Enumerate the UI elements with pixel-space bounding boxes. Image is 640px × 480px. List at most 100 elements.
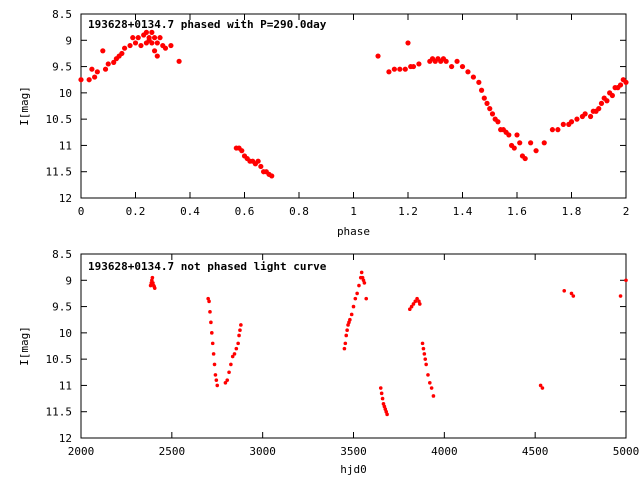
data-point	[207, 299, 211, 304]
data-point	[210, 341, 215, 346]
data-point	[239, 323, 243, 327]
y-tick-label: 12	[59, 432, 72, 445]
data-point	[229, 362, 233, 367]
data-point	[157, 35, 163, 41]
y-tick-label: 8.5	[52, 8, 72, 21]
plot-frame	[80, 253, 627, 439]
data-point	[422, 352, 427, 356]
data-point	[211, 352, 216, 356]
data-point	[484, 100, 490, 106]
data-point	[230, 354, 235, 359]
data-point	[344, 333, 349, 338]
data-point	[415, 296, 419, 301]
data-point	[408, 307, 412, 312]
x-tick-label: 0	[78, 205, 85, 218]
data-point	[465, 69, 471, 75]
data-point	[92, 74, 98, 80]
y-tick-label: 11	[59, 139, 72, 152]
data-point	[604, 98, 610, 104]
data-point	[345, 328, 349, 333]
data-point	[454, 58, 460, 64]
data-point	[495, 119, 501, 125]
data-point	[420, 341, 425, 346]
data-point	[209, 320, 213, 325]
data-point	[238, 328, 242, 333]
y-tick-label: 10.5	[46, 113, 73, 126]
data-point	[562, 289, 567, 293]
data-point	[351, 304, 356, 309]
data-point	[215, 383, 220, 388]
data-point	[162, 45, 169, 51]
y-tick-label: 11	[59, 379, 72, 392]
data-point	[150, 275, 155, 280]
data-point	[239, 148, 245, 154]
data-point	[481, 95, 487, 101]
data-point	[269, 173, 275, 179]
x-tick-label: 4000	[431, 445, 458, 458]
data-point	[132, 40, 139, 46]
data-point	[568, 119, 575, 125]
data-point	[421, 346, 426, 351]
data-point	[571, 294, 576, 298]
data-point	[210, 331, 214, 335]
data-point	[386, 69, 392, 75]
data-point	[598, 100, 605, 106]
data-point	[609, 92, 615, 99]
data-point	[135, 35, 141, 41]
unphased-light-curve-panel: 2000 2500 3000 3500 4000 4500 5000 8.5 9 9.5 10 10.…	[18, 248, 639, 476]
data-point	[213, 373, 218, 377]
x-tick-label: 5000	[613, 445, 640, 458]
y-tick-label: 10	[59, 87, 72, 100]
data-point	[353, 296, 358, 301]
data-point	[478, 87, 485, 93]
data-point	[424, 362, 428, 367]
data-point	[409, 304, 414, 309]
data-point	[423, 357, 428, 361]
data-point	[94, 69, 100, 75]
data-point	[232, 352, 237, 356]
y-tick-label: 8.5	[52, 248, 72, 261]
y-axis-label: I[mag]	[18, 86, 31, 126]
x-tick-label: 2000	[68, 445, 95, 458]
data-point	[459, 63, 466, 70]
x-axis-label: hjd0	[340, 463, 367, 476]
data-point	[236, 341, 240, 346]
data-point	[618, 294, 623, 298]
data-point	[416, 61, 422, 67]
y-tick-label: 11.5	[46, 406, 73, 419]
data-point	[528, 140, 534, 146]
data-point	[86, 77, 92, 83]
data-point	[176, 58, 182, 64]
x-tick-label: 1.6	[507, 205, 527, 218]
x-tick-label: 0.4	[180, 205, 200, 218]
data-point	[168, 42, 174, 49]
data-point	[227, 370, 231, 375]
data-point	[234, 346, 239, 351]
data-point	[487, 106, 493, 112]
data-point	[255, 158, 261, 164]
data-point	[517, 140, 523, 146]
x-tick-label: 0.2	[126, 205, 146, 218]
x-tick-label: 1.2	[398, 205, 418, 218]
data-point	[348, 317, 352, 322]
data-point	[359, 270, 364, 275]
x-tick-label: 2	[623, 205, 630, 218]
data-point	[357, 283, 361, 288]
data-point	[343, 341, 348, 346]
data-point	[410, 63, 417, 70]
data-point	[154, 40, 160, 46]
data-point	[623, 79, 629, 85]
chart-title: 193628+0134.7 phased with P=290.0day	[88, 18, 327, 31]
data-point	[574, 116, 580, 122]
data-point	[555, 127, 561, 133]
data-point	[138, 42, 144, 49]
data-point	[549, 127, 556, 133]
y-tick-label: 10.5	[46, 353, 73, 366]
x-tick-label: 2500	[159, 445, 186, 458]
data-point	[258, 163, 264, 170]
data-point	[506, 132, 512, 138]
data-point	[146, 35, 152, 41]
x-tick-label: 1.8	[562, 205, 582, 218]
x-tick-label: 4500	[522, 445, 549, 458]
